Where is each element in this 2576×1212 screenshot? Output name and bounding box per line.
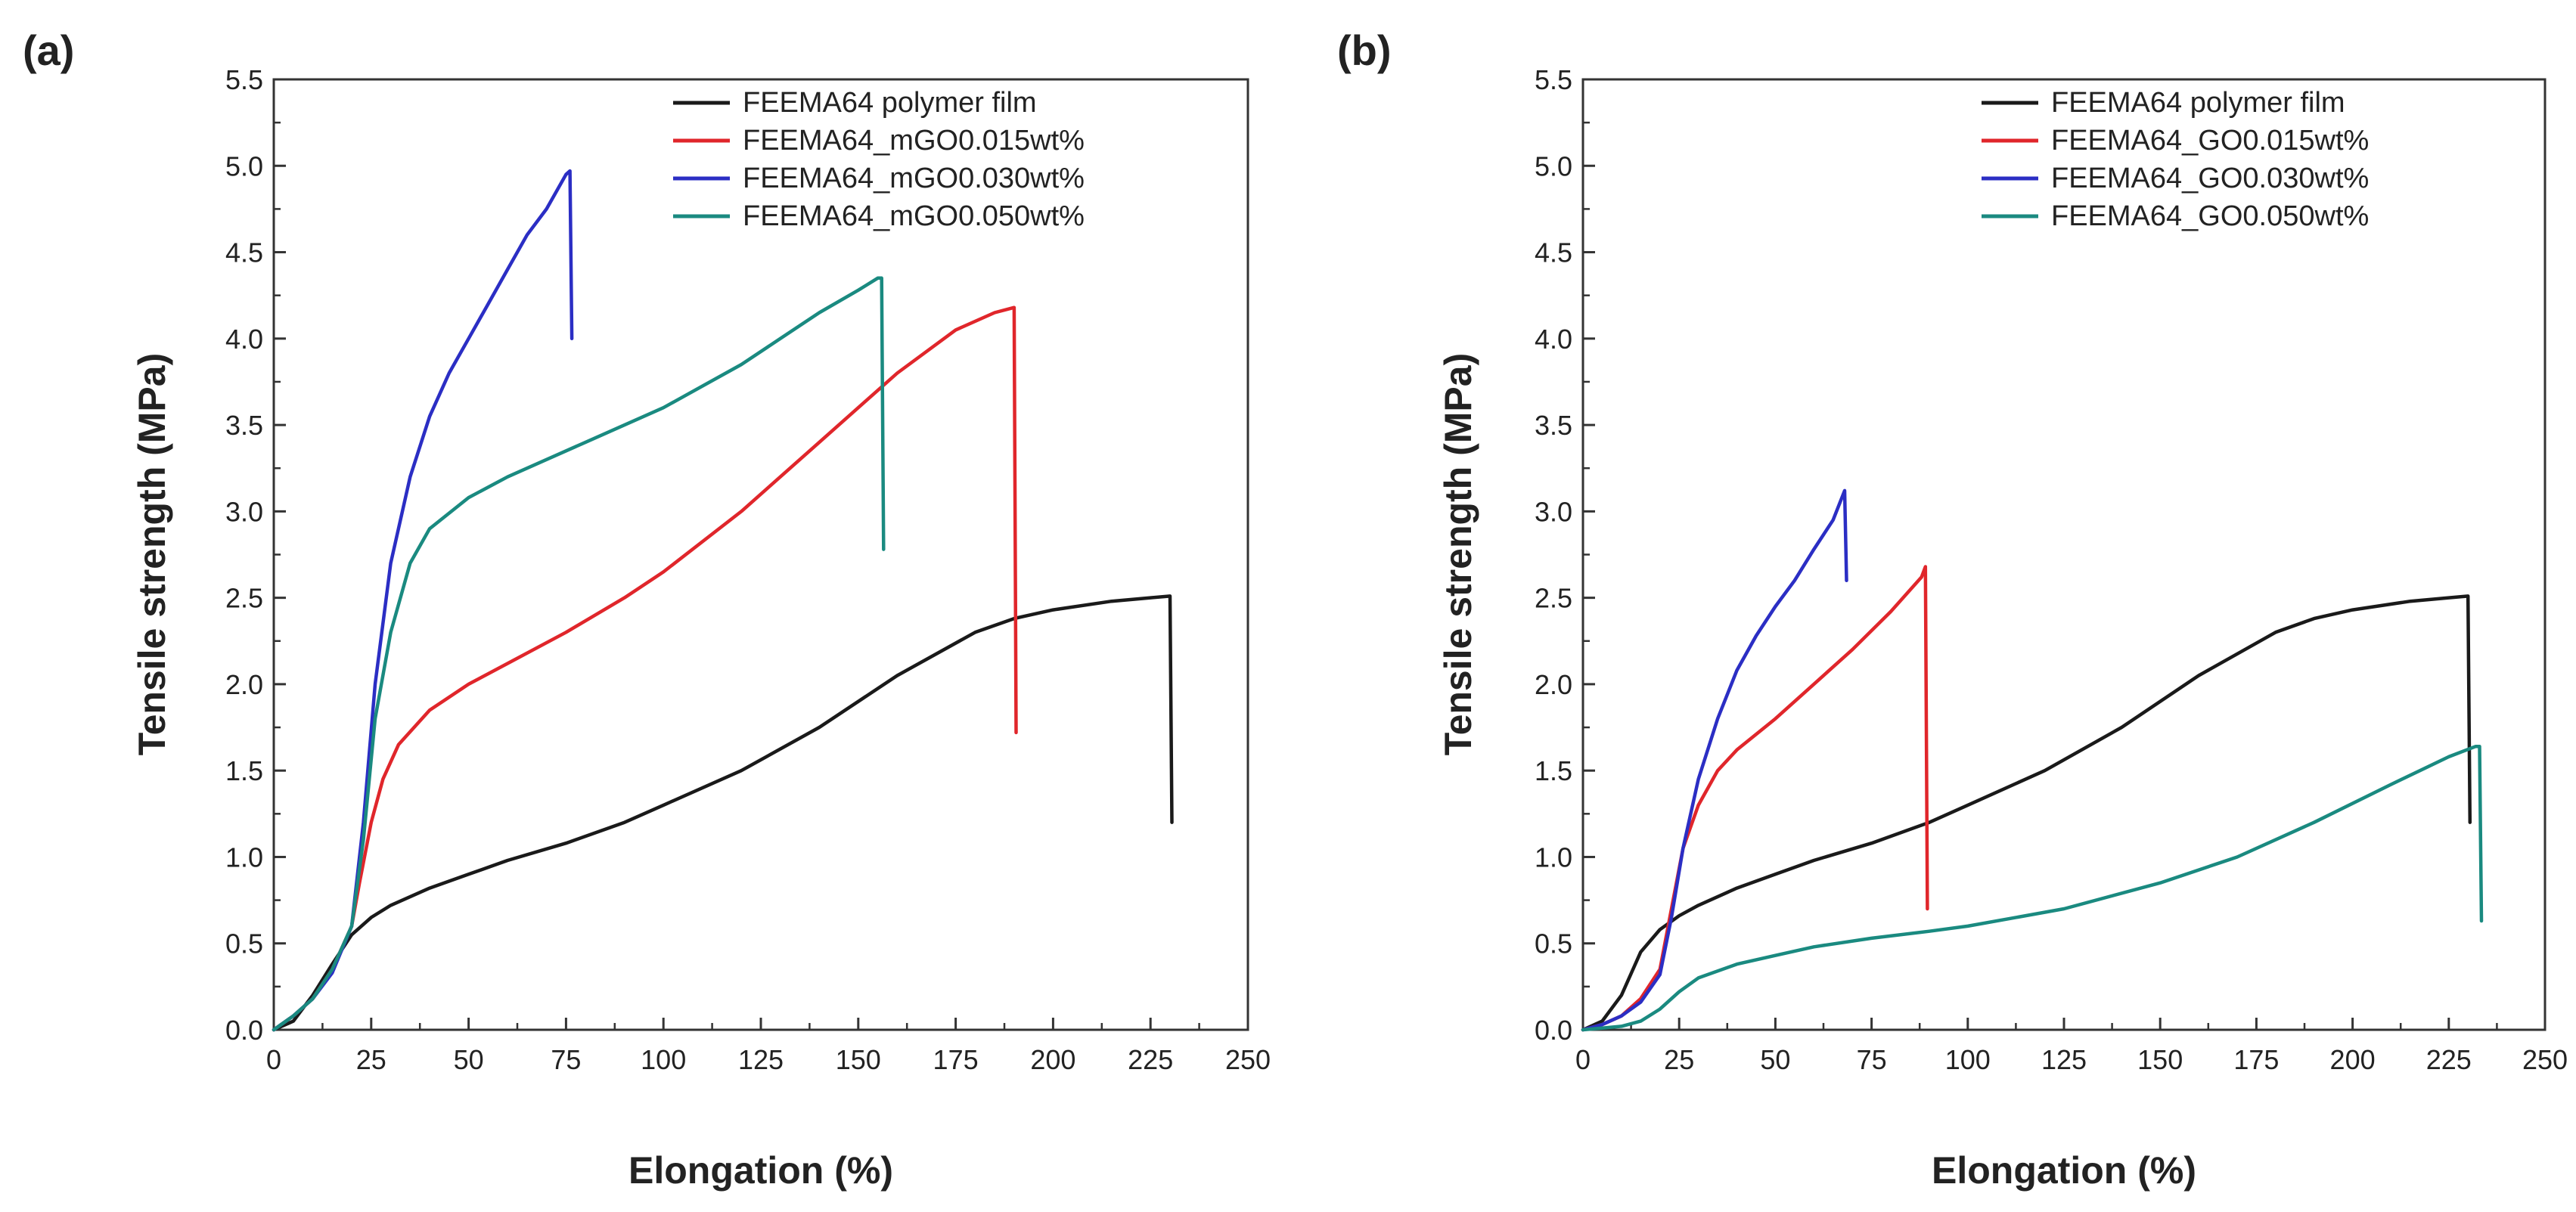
legend: FEEMA64 polymer film FEEMA64_GO0.015wt% FE… <box>1982 87 2369 232</box>
series-line-2 <box>1581 565 1929 1032</box>
y-tick-label: 5.5 <box>225 64 263 95</box>
y-tick-label: 2.5 <box>1535 583 1572 614</box>
series-line-4 <box>1581 744 2484 1032</box>
x-tick-label: 50 <box>1760 1044 1790 1075</box>
y-tick-label: 3.0 <box>1535 496 1572 527</box>
y-tick-label: 1.0 <box>1535 842 1572 873</box>
x-tick-label: 100 <box>641 1044 686 1075</box>
x-tick-label: 225 <box>2426 1044 2472 1075</box>
y-tick-label: 3.5 <box>225 410 263 441</box>
legend-label: FEEMA64_GO0.030wt% <box>2051 163 2369 194</box>
y-tick-label: 0.0 <box>1535 1015 1572 1046</box>
x-tick-label: 0 <box>1575 1044 1591 1075</box>
y-tick-label: 4.0 <box>1535 324 1572 355</box>
x-tick-label: 125 <box>2041 1044 2087 1075</box>
chart-panel-a: (a) 0 25 50 75 100 125 150 175 200 225 250 0.0 0.5 1… <box>23 26 1271 1192</box>
y-axis: 0.0 0.5 1.0 1.5 2.0 2.5 3.0 3.5 4.0 4.5 5.0 5.5 <box>225 64 286 1046</box>
x-tick-label: 200 <box>1030 1044 1075 1075</box>
x-tick-label: 25 <box>356 1044 386 1075</box>
legend-label: FEEMA64 polymer film <box>2051 87 2345 119</box>
series-line-3 <box>272 169 574 1032</box>
x-tick-label: 175 <box>933 1044 979 1075</box>
y-tick-label: 5.0 <box>1535 150 1572 181</box>
legend-label: FEEMA64_mGO0.050wt% <box>743 200 1085 232</box>
x-tick-label: 225 <box>1128 1044 1173 1075</box>
series-lines <box>1581 488 2484 1032</box>
x-tick-label: 75 <box>551 1044 581 1075</box>
panel-label: (a) <box>23 26 74 74</box>
y-tick-label: 3.0 <box>225 496 263 527</box>
x-axis-title: Elongation (%) <box>1932 1149 2196 1192</box>
y-tick-label: 4.5 <box>1535 237 1572 268</box>
series-line-1 <box>272 594 1174 1032</box>
legend-label: FEEMA64 polymer film <box>743 87 1037 119</box>
y-tick-label: 1.5 <box>1535 755 1572 786</box>
panel-label: (b) <box>1337 26 1392 74</box>
series-lines <box>272 169 1174 1032</box>
legend-label: FEEMA64_GO0.015wt% <box>2051 125 2369 157</box>
legend-label: FEEMA64_mGO0.030wt% <box>743 163 1085 194</box>
y-tick-label: 4.5 <box>225 237 263 268</box>
x-axis: 0 25 50 75 100 125 150 175 200 225 250 <box>1575 1018 2568 1075</box>
x-axis: 0 25 50 75 100 125 150 175 200 225 250 <box>266 1018 1271 1075</box>
x-tick-label: 250 <box>2522 1044 2568 1075</box>
y-tick-label: 5.0 <box>225 150 263 181</box>
y-tick-label: 0.5 <box>1535 928 1572 959</box>
x-tick-label: 175 <box>2233 1044 2279 1075</box>
x-tick-label: 25 <box>1664 1044 1694 1075</box>
series-line-3 <box>1581 488 1848 1032</box>
y-tick-label: 0.5 <box>225 928 263 959</box>
series-line-4 <box>272 276 886 1032</box>
legend: FEEMA64 polymer film FEEMA64_mGO0.015wt% F… <box>673 87 1085 232</box>
y-tick-label: 2.5 <box>225 583 263 614</box>
x-tick-label: 100 <box>1945 1044 1991 1075</box>
legend-label: FEEMA64_GO0.050wt% <box>2051 200 2369 232</box>
y-tick-label: 3.5 <box>1535 410 1572 441</box>
y-tick-label: 4.0 <box>225 324 263 355</box>
y-tick-label: 1.0 <box>225 842 263 873</box>
x-tick-label: 150 <box>836 1044 881 1075</box>
y-tick-label: 0.0 <box>225 1015 263 1046</box>
y-tick-label: 2.0 <box>1535 669 1572 700</box>
x-tick-label: 75 <box>1857 1044 1887 1075</box>
x-tick-label: 125 <box>738 1044 784 1075</box>
x-tick-label: 50 <box>454 1044 484 1075</box>
y-axis-title: Tensile strength (MPa) <box>131 353 173 755</box>
chart-panel-b: (b) 0 25 50 75 100 125 150 175 200 225 250 0.0 0.5 1… <box>1337 26 2568 1192</box>
y-axis: 0.0 0.5 1.0 1.5 2.0 2.5 3.0 3.5 4.0 4.5 5.0 5.5 <box>1535 64 1595 1046</box>
x-tick-label: 0 <box>266 1044 281 1075</box>
y-axis-title: Tensile strength (MPa) <box>1437 353 1479 755</box>
x-tick-label: 150 <box>2137 1044 2183 1075</box>
y-tick-label: 5.5 <box>1535 64 1572 95</box>
x-tick-label: 200 <box>2330 1044 2376 1075</box>
y-tick-label: 1.5 <box>225 755 263 786</box>
y-tick-label: 2.0 <box>225 669 263 700</box>
x-tick-label: 250 <box>1225 1044 1271 1075</box>
series-line-1 <box>1581 594 2472 1032</box>
legend-label: FEEMA64_mGO0.015wt% <box>743 125 1085 157</box>
x-axis-title: Elongation (%) <box>628 1149 893 1192</box>
